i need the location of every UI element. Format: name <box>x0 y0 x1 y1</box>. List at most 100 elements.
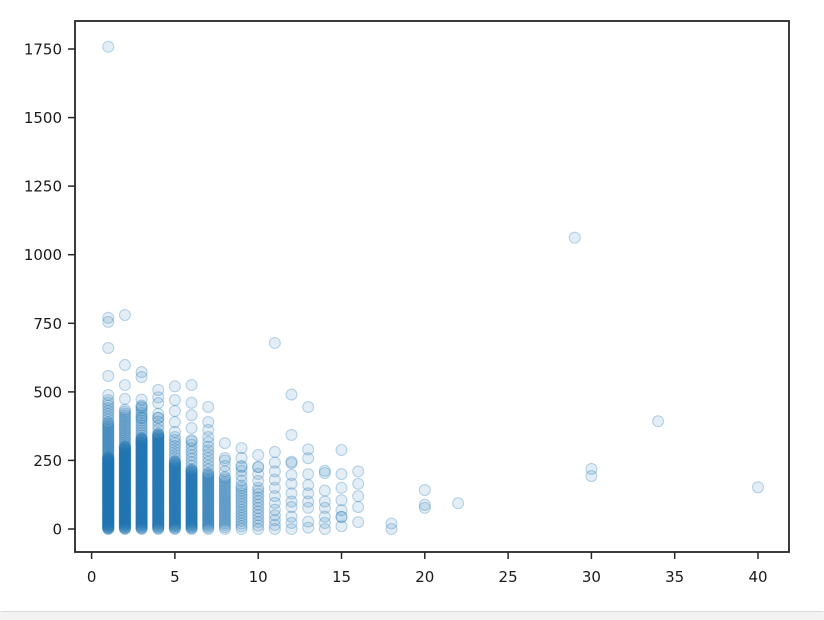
data-point <box>102 521 115 534</box>
data-point <box>185 486 198 499</box>
data-point <box>135 451 148 465</box>
data-point <box>152 498 165 511</box>
data-point <box>102 508 115 521</box>
data-point <box>102 477 115 490</box>
data-point <box>135 436 148 450</box>
data-point <box>152 432 165 445</box>
data-point <box>102 454 115 467</box>
data-point <box>168 497 181 510</box>
data-point <box>202 476 215 489</box>
data-point <box>168 519 181 532</box>
data-point <box>152 448 165 461</box>
data-point <box>102 420 115 433</box>
data-point <box>118 488 131 501</box>
data-point <box>135 431 148 444</box>
data-point <box>118 438 131 451</box>
data-point <box>285 457 298 470</box>
data-point <box>118 506 131 520</box>
data-point <box>152 440 165 453</box>
data-point <box>152 470 165 483</box>
data-point <box>185 470 198 483</box>
data-point <box>235 498 248 511</box>
y-tick-label: 250 <box>33 452 62 470</box>
data-point <box>202 415 215 429</box>
data-point <box>102 468 115 481</box>
data-point <box>152 498 165 511</box>
data-point <box>102 459 115 472</box>
data-point <box>135 484 148 497</box>
data-point <box>102 465 115 478</box>
data-point <box>118 474 131 487</box>
data-point <box>202 486 215 499</box>
data-point <box>102 434 115 447</box>
data-point <box>152 497 165 510</box>
data-point <box>102 489 115 502</box>
data-point <box>118 501 131 514</box>
data-point <box>185 468 198 481</box>
data-point <box>118 469 131 483</box>
data-point <box>102 438 115 452</box>
data-point <box>185 445 198 458</box>
data-point <box>168 488 181 502</box>
data-point <box>152 429 165 442</box>
data-point <box>102 478 115 492</box>
data-point <box>152 423 165 436</box>
data-point <box>168 512 181 525</box>
data-point <box>268 509 281 522</box>
data-point <box>102 455 115 468</box>
data-point <box>152 456 165 470</box>
data-point <box>118 418 131 432</box>
y-tick-label: 1750 <box>24 41 62 59</box>
data-point <box>135 451 148 464</box>
data-point <box>185 422 198 435</box>
data-point <box>185 471 198 484</box>
data-point <box>152 451 165 464</box>
data-point <box>135 487 148 500</box>
data-point <box>118 455 131 468</box>
data-point <box>135 505 148 518</box>
data-point <box>185 520 198 533</box>
data-point <box>252 460 265 474</box>
data-point <box>185 499 198 512</box>
data-point <box>218 472 231 485</box>
data-point <box>102 513 115 526</box>
data-point <box>102 462 115 475</box>
data-point <box>102 457 115 470</box>
data-point <box>335 510 348 523</box>
data-point <box>135 509 148 522</box>
data-point <box>102 459 115 472</box>
data-point <box>185 493 198 506</box>
data-point <box>152 449 165 462</box>
data-point <box>152 509 165 522</box>
data-point <box>152 467 165 480</box>
data-point <box>135 506 148 519</box>
data-point <box>285 428 298 441</box>
data-point <box>168 480 181 493</box>
data-point <box>185 515 198 528</box>
data-point <box>352 477 365 490</box>
data-point <box>168 485 181 498</box>
data-point <box>152 459 165 472</box>
data-point <box>185 475 198 488</box>
data-point <box>118 443 131 456</box>
data-point <box>118 450 131 463</box>
data-point <box>102 426 115 439</box>
data-point <box>102 341 115 355</box>
data-point <box>135 507 148 520</box>
data-point <box>152 490 165 503</box>
data-point <box>252 460 265 474</box>
data-point <box>252 515 265 529</box>
data-point <box>152 506 165 519</box>
data-point <box>135 491 148 504</box>
data-point <box>102 452 115 465</box>
data-point <box>118 504 131 517</box>
data-point <box>102 495 115 508</box>
data-point <box>235 460 248 474</box>
data-point <box>135 406 148 420</box>
data-point <box>135 433 148 446</box>
data-point <box>118 477 131 490</box>
data-point <box>168 451 181 465</box>
data-point <box>185 477 198 490</box>
data-point <box>252 484 265 497</box>
data-point <box>135 411 148 424</box>
